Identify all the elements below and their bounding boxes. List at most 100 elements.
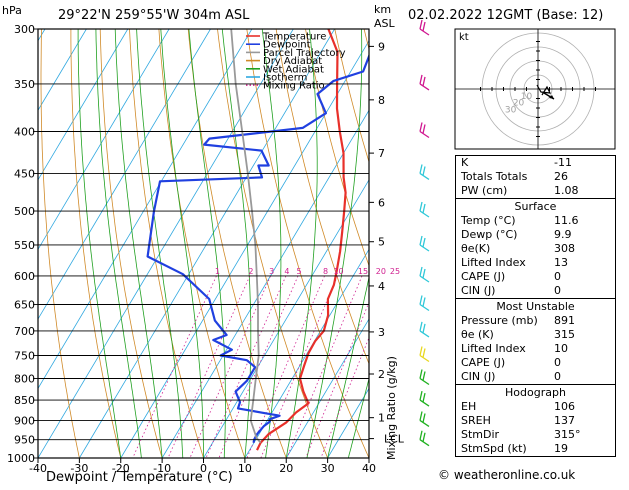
wind-barb-flag (422, 268, 426, 279)
wind-barb-flag (422, 76, 426, 87)
unstable-row: Pressure (mb) 891 (456, 314, 615, 328)
wind-barb-flag (422, 166, 426, 176)
legend-label: Dewpoint (263, 40, 311, 51)
wet-adiabat-line (285, 29, 318, 458)
wet-adiabat-line (114, 29, 163, 458)
isotherm-line (120, 39, 369, 458)
wind-barb-stem (419, 399, 430, 407)
unstable-row: θe (K) 315 (456, 328, 615, 342)
plot-area (0, 29, 369, 458)
y-tick-label: 350 (14, 78, 35, 91)
index-label: Pressure (mb) (461, 314, 538, 327)
km-tick-label: 4 (378, 280, 385, 293)
wind-barb-flag (422, 392, 426, 403)
wind-barb-flag (422, 297, 426, 307)
index-label: CAPE (J) (461, 270, 506, 283)
wind-barb (419, 295, 430, 312)
y-tick-label: 300 (14, 23, 35, 36)
wind-barb-flag (422, 21, 426, 32)
surface-row: CAPE (J) 0 (456, 270, 615, 284)
hodograph-title: Hodograph (505, 386, 566, 399)
y-tick-label: 750 (14, 349, 35, 362)
km-tick-label: 3 (378, 326, 385, 339)
isotherm-line (38, 29, 294, 458)
km-tick-label: 9 (378, 40, 385, 53)
km-tick-label: 6 (378, 196, 385, 209)
mixing-ratio-label: 8 (323, 267, 328, 276)
mixing-ratio-line (132, 275, 217, 458)
y-tick-label: 850 (14, 394, 35, 407)
wind-barb-stem (419, 244, 430, 252)
y-tick-label: 800 (14, 372, 35, 385)
x-tick-label: 30 (321, 462, 335, 475)
wind-barb-stem (419, 377, 430, 386)
mixing-ratio-line (246, 275, 325, 458)
mixing-ratio-label: 3 (269, 267, 274, 276)
location-title: 29°22'N 259°55'W 304m ASL (58, 8, 250, 23)
wet-adiabat-line (261, 29, 282, 458)
datetime-title: 02.02.2022 12GMT (Base: 12) (408, 8, 603, 23)
legend-label: Mixing Ratio (263, 81, 325, 92)
wind-barb-flag (422, 371, 426, 381)
isotherm-line (0, 29, 4, 458)
wind-barb-stem (419, 83, 430, 91)
wind-barb-flag (419, 430, 423, 440)
wind-barb (419, 369, 430, 386)
km-unit-label: km (374, 3, 391, 16)
wet-adiabat-line (77, 29, 122, 458)
isotherm-line (38, 29, 87, 112)
index-value: 11.6 (554, 214, 579, 227)
x-tick-label: -40 (29, 462, 47, 475)
profile-temperature (256, 29, 347, 451)
wind-barb (419, 390, 430, 407)
wind-barb-flag (419, 321, 423, 332)
index-label: PW (cm) (461, 184, 508, 197)
mixing-ratio-line (167, 275, 251, 458)
dry-adiabat-line (40, 29, 80, 458)
hodograph-row: EH 106 (456, 400, 615, 414)
legend-label: Dry Adiabat (263, 56, 322, 67)
km-tick-label: 1 (378, 412, 385, 425)
general-indices-box: K -11 Totals Totals 26 PW (cm) 1.08 (455, 155, 616, 199)
wind-barb-stem (419, 130, 430, 139)
wind-barb-flag (419, 235, 423, 246)
asl-unit-label: ASL (374, 17, 396, 30)
wind-barb (419, 201, 430, 218)
index-label: StmDir (461, 428, 500, 441)
index-label: EH (461, 400, 477, 413)
isotherm-line (38, 29, 129, 181)
wet-adiabat-line (136, 29, 184, 458)
x-tick-label: -20 (112, 462, 130, 475)
km-tick-label: 5 (378, 236, 385, 249)
index-value: -11 (554, 156, 572, 169)
wind-barb (419, 235, 430, 252)
dry-adiabat-line (334, 29, 369, 164)
index-value: 19 (554, 442, 568, 455)
y-tick-label: 500 (14, 205, 35, 218)
surface-row: Dewp (°C) 9.9 (456, 228, 615, 242)
wind-barb-flag (419, 411, 423, 421)
wind-barb-flag (422, 413, 426, 423)
unstable-row: CAPE (J) 0 (456, 356, 615, 370)
isotherm-line (285, 318, 369, 458)
km-tick-label: 2 (378, 368, 385, 381)
x-tick-label: 10 (238, 462, 252, 475)
hodograph-ring-label: 10 (521, 92, 533, 102)
hodograph-ring-label: 20 (513, 99, 525, 109)
hodograph-ring-label: 30 (505, 106, 517, 116)
mixing-ratio-label: 4 (284, 267, 289, 276)
surface-row: Temp (°C) 11.6 (456, 214, 615, 228)
hodograph-indices-box: Hodograph EH 106 SREH 137 StmDir 315° StmSp… (455, 385, 616, 457)
y-tick-label: 700 (14, 325, 35, 338)
index-value: 13 (554, 256, 568, 269)
isotherm-line (38, 29, 253, 390)
wind-barb-flag (419, 164, 423, 174)
km-tick-label: 7 (378, 147, 385, 160)
wind-barb-flag (419, 346, 423, 356)
index-label: K (461, 156, 469, 169)
wind-barb (419, 164, 430, 181)
wind-barb-stem (419, 275, 430, 283)
